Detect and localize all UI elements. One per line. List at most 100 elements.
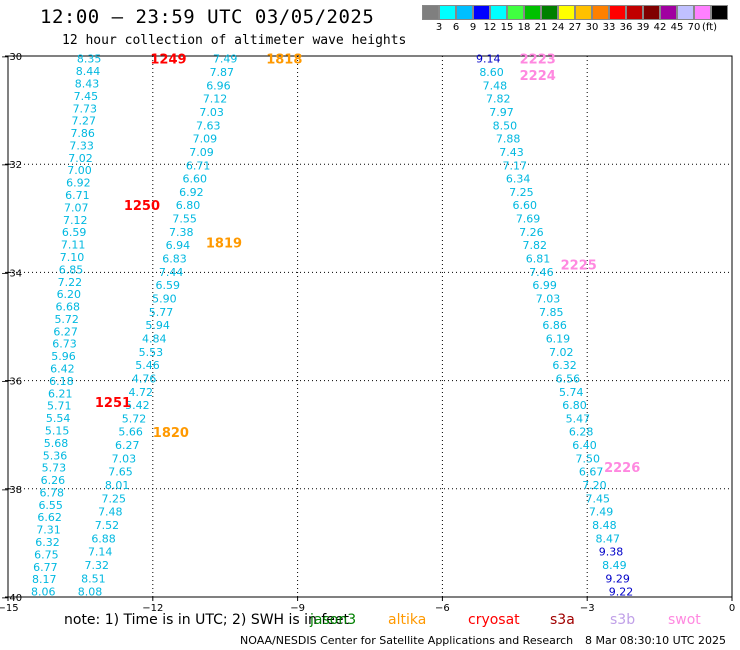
- wave-height-label: 8.01: [105, 479, 130, 492]
- credit-timestamp: 8 Mar 08:30:10 UTC 2025: [585, 634, 726, 647]
- y-tick-label: −40: [1, 593, 22, 604]
- pass-time-label: 2225: [561, 258, 597, 273]
- wave-height-label: 7.63: [196, 119, 221, 132]
- wave-height-label: 5.72: [122, 412, 147, 425]
- wave-height-label: 7.55: [172, 213, 197, 226]
- wave-height-label: 7.49: [589, 506, 614, 519]
- page-subtitle: 12 hour collection of altimeter wave hei…: [62, 33, 407, 48]
- wave-height-label: 7.02: [68, 152, 93, 165]
- wave-height-label: 5.36: [43, 449, 68, 462]
- legend-label: 3: [435, 22, 443, 33]
- wave-height-label: 9.14: [476, 53, 501, 66]
- wave-height-label: 7.52: [95, 519, 120, 532]
- wave-height-label: 9.22: [609, 586, 634, 599]
- wave-height-label: 7.10: [60, 251, 85, 264]
- legend-swatch: [575, 5, 592, 20]
- wave-height-label: 6.55: [38, 499, 63, 512]
- satellite-jason3: jason3: [310, 612, 357, 628]
- page-title: 12:00 – 23:59 UTC 03/05/2025: [40, 6, 375, 28]
- map-frame: [7, 55, 733, 598]
- y-tick-label: −38: [1, 485, 22, 496]
- wave-height-label: 5.66: [118, 426, 143, 439]
- legend-swatch: [711, 5, 728, 20]
- wave-height-label: 7.00: [67, 164, 92, 177]
- wave-height-label: 7.82: [486, 93, 511, 106]
- satellite-altika: altika: [388, 612, 427, 628]
- legend-label: 36: [619, 22, 633, 33]
- x-tick-label: −9: [290, 603, 305, 614]
- wave-height-label: 5.15: [45, 424, 70, 437]
- wave-height-label: 5.77: [149, 306, 174, 319]
- wave-height-label: 6.75: [34, 548, 59, 561]
- legend-swatch: [507, 5, 524, 20]
- wave-height-label: 6.32: [552, 359, 577, 372]
- pass-time-label: 1820: [153, 426, 189, 441]
- legend-unit: (ft): [702, 22, 718, 33]
- wave-height-label: 6.73: [52, 338, 77, 351]
- credit-text: NOAA/NESDIS Center for Satellite Applica…: [240, 634, 574, 647]
- pass-time-label: 1819: [206, 237, 242, 252]
- wave-height-label: 5.74: [559, 386, 584, 399]
- wave-height-label: 6.94: [166, 239, 191, 252]
- wave-height-label: 7.88: [496, 133, 521, 146]
- wave-height-label: 7.69: [516, 213, 541, 226]
- legend-swatch: [677, 5, 694, 20]
- wave-height-label: 5.53: [139, 346, 164, 359]
- satellite-swot: swot: [668, 612, 701, 628]
- satellite-cryosat: cryosat: [468, 612, 520, 628]
- wave-height-label: 8.48: [592, 519, 617, 532]
- x-tick-label: −6: [435, 603, 450, 614]
- wave-height-label: 6.21: [48, 387, 73, 400]
- wave-height-label: 6.59: [62, 226, 87, 239]
- legend-label: 18: [517, 22, 531, 33]
- footer-note: note: 1) Time is in UTC; 2) SWH is in fe…: [64, 612, 350, 628]
- legend-label: 6: [452, 22, 460, 33]
- wave-height-label: 7.27: [72, 115, 97, 128]
- legend-label: 45: [670, 22, 684, 33]
- legend-swatch: [626, 5, 643, 20]
- wave-height-label: 9.38: [599, 546, 624, 559]
- pass-time-label: 2223: [520, 53, 556, 68]
- wave-height-label: 7.26: [519, 226, 544, 239]
- legend-swatch: [524, 5, 541, 20]
- wave-height-label: 8.06: [31, 586, 56, 599]
- wave-height-label: 6.56: [556, 372, 581, 385]
- legend-swatch: [694, 5, 711, 20]
- wave-height-label: 6.81: [526, 253, 551, 266]
- wave-height-label: 7.09: [193, 133, 218, 146]
- wave-height-label: 6.27: [53, 325, 78, 338]
- wave-height-label: 7.22: [58, 276, 83, 289]
- wave-height-label: 6.92: [66, 177, 91, 190]
- y-tick-label: −30: [1, 52, 22, 63]
- pass-time-label: 2224: [520, 69, 556, 84]
- wave-height-label: 6.68: [56, 301, 81, 314]
- pass-time-label: 2226: [604, 461, 640, 476]
- wave-height-label: 8.50: [493, 119, 518, 132]
- y-tick-label: −34: [1, 268, 22, 279]
- wave-height-label: 8.49: [602, 559, 627, 572]
- pass-time-label: 1818: [266, 53, 302, 68]
- wave-height-label: 6.60: [513, 199, 538, 212]
- wave-height-label: 5.72: [54, 313, 79, 326]
- wave-height-label: 5.96: [51, 350, 76, 363]
- wave-height-label: 7.86: [70, 127, 95, 140]
- wave-height-label: 7.49: [213, 53, 238, 66]
- wave-height-label: 8.51: [81, 572, 106, 585]
- wave-height-label: 7.09: [189, 146, 214, 159]
- y-tick-label: −36: [1, 377, 22, 388]
- legend-label: 70: [687, 22, 701, 33]
- wave-height-label: 7.33: [69, 139, 94, 152]
- wave-height-label: 7.45: [586, 492, 611, 505]
- wave-height-label: 5.71: [47, 400, 72, 413]
- wave-height-label: 6.20: [57, 288, 82, 301]
- wave-height-label: 5.54: [46, 412, 71, 425]
- wave-height-label: 5.42: [125, 399, 150, 412]
- wave-height-label: 9.29: [605, 572, 630, 585]
- wave-height-label: 6.88: [91, 532, 116, 545]
- legend-swatch: [473, 5, 490, 20]
- wave-height-label: 8.35: [77, 53, 102, 66]
- wave-height-label: 8.17: [32, 573, 57, 586]
- wave-height-label: 6.62: [37, 511, 62, 524]
- satellite-s3b: s3b: [610, 612, 636, 628]
